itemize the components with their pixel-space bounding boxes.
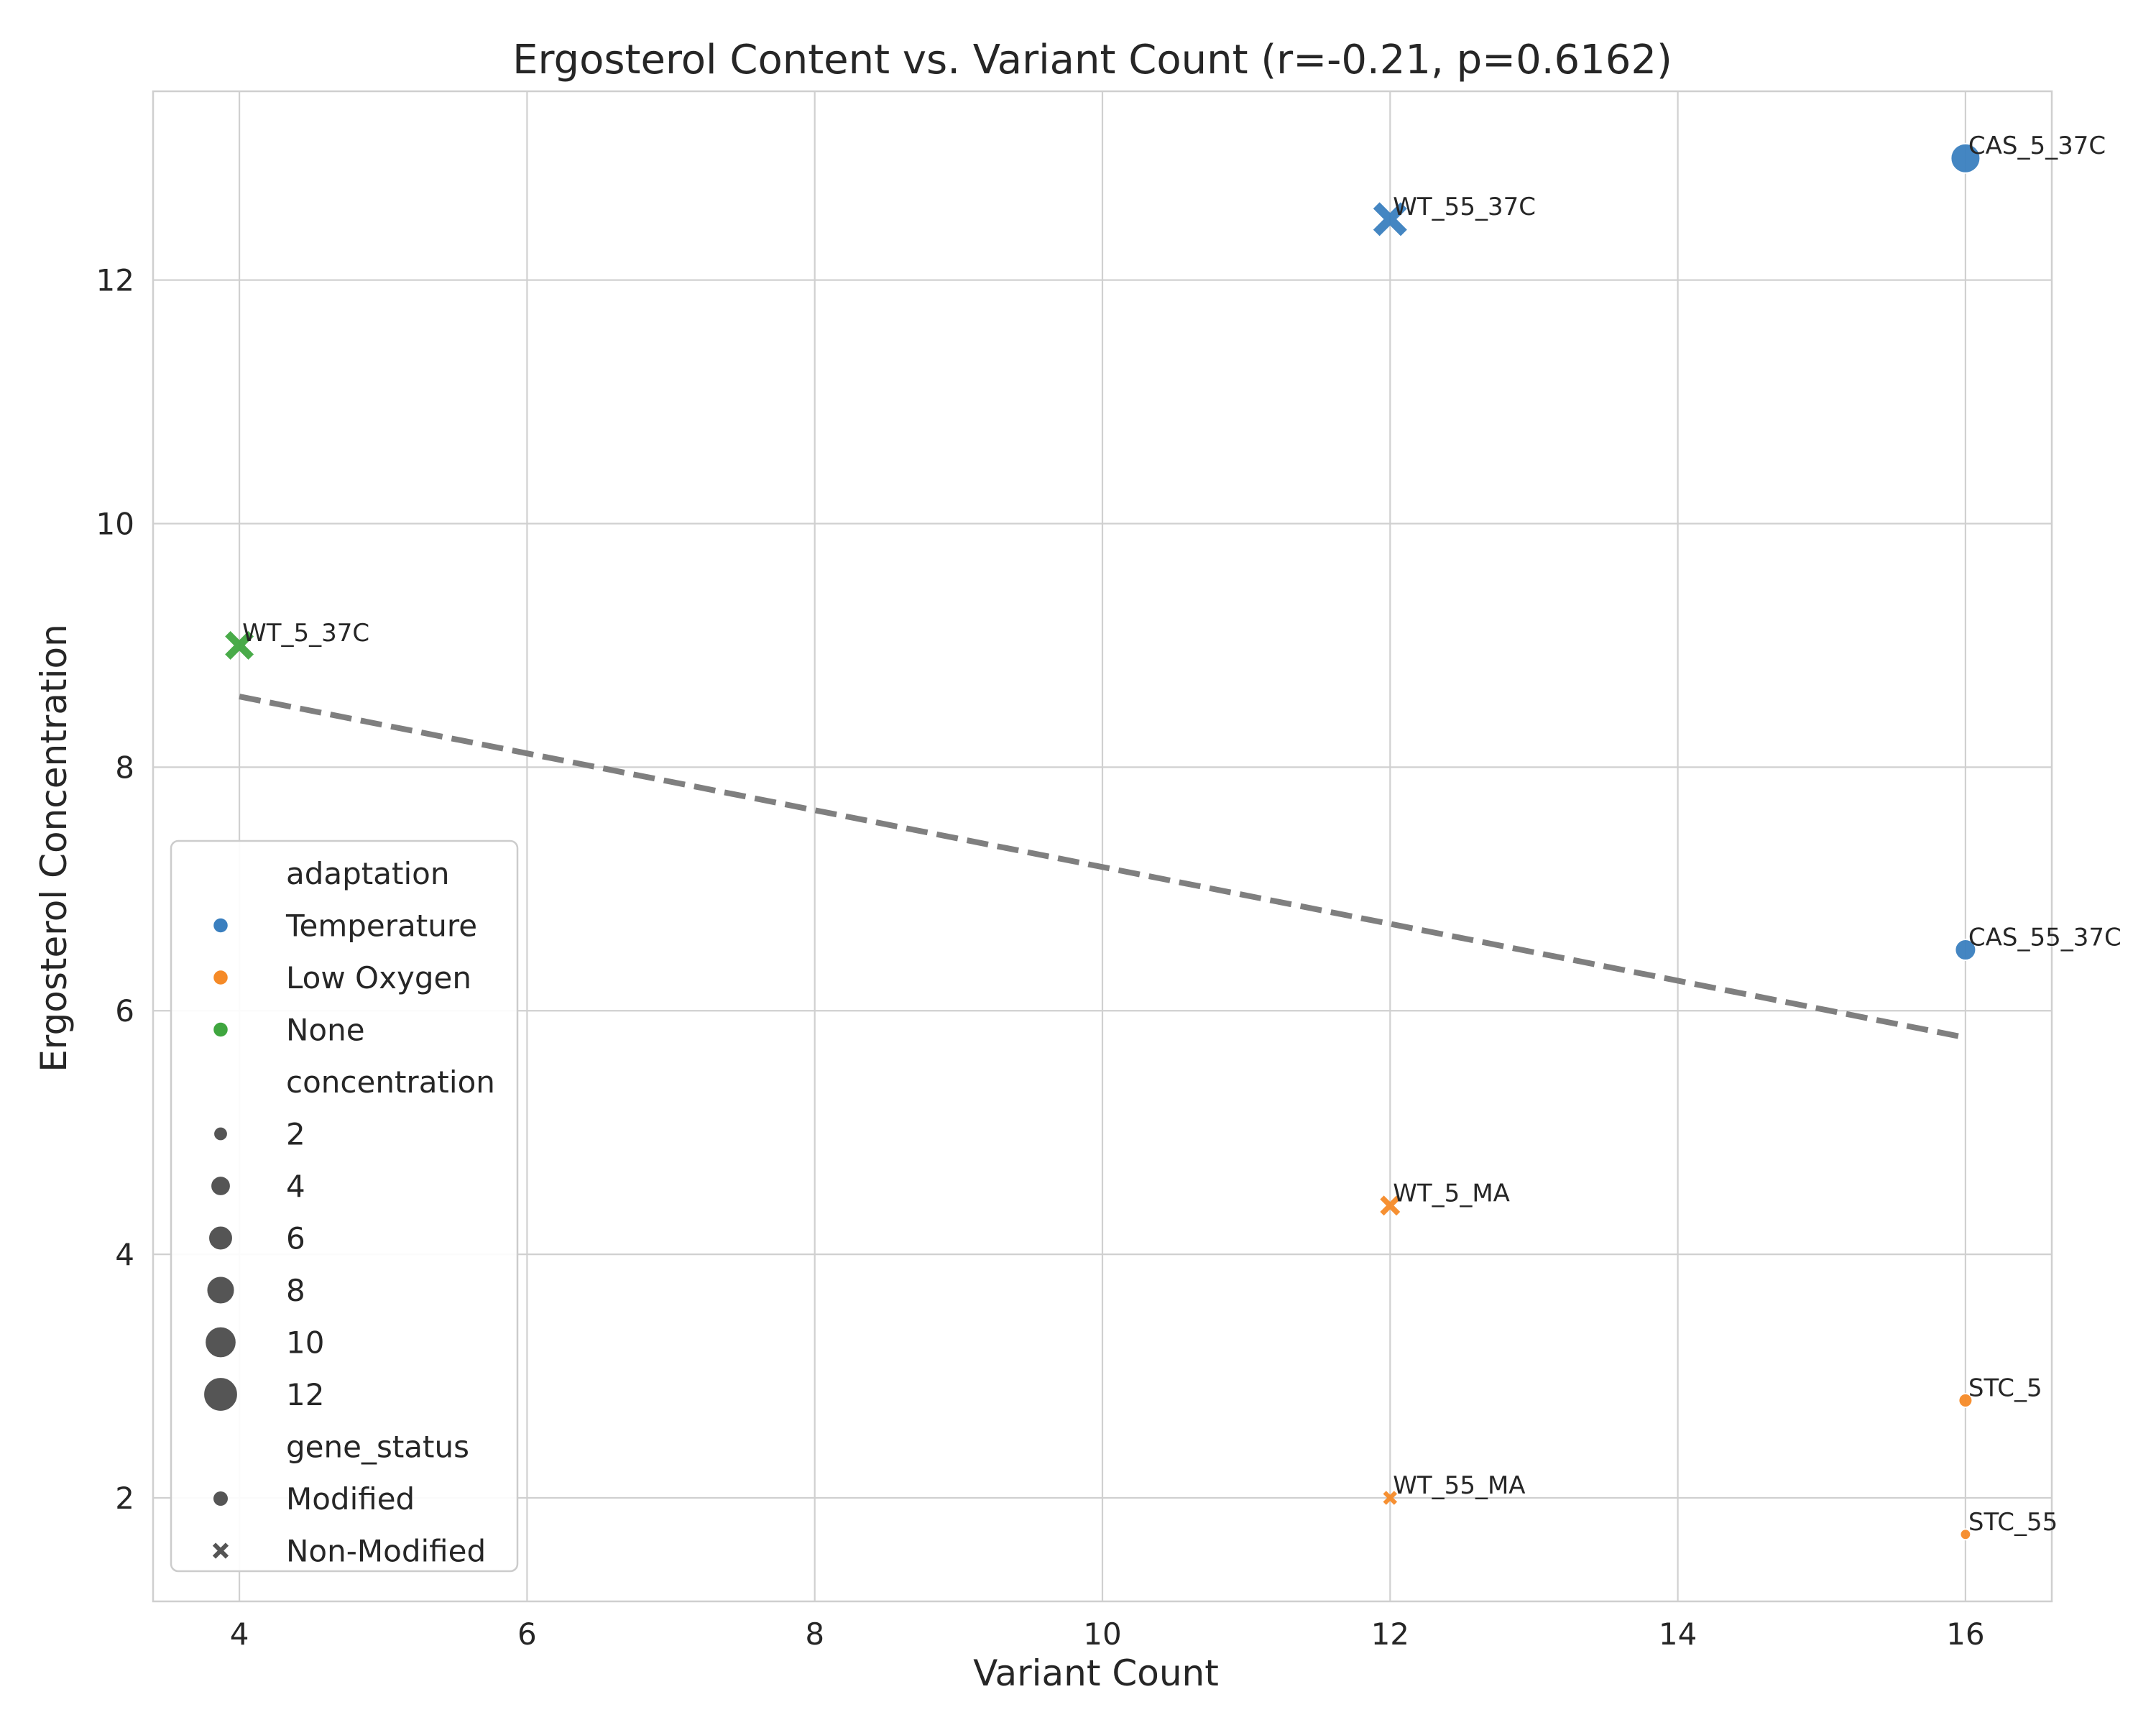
data-point-label-wt-55-ma: WT_55_MA	[1393, 1471, 1525, 1500]
x-axis-label: Variant Count	[973, 1652, 1219, 1694]
legend-label-low-oxygen: Low Oxygen	[286, 960, 471, 995]
legend-size-marker-2	[213, 1126, 229, 1141]
legend: adaptation Temperature Low Oxygen None conce…	[170, 840, 519, 1573]
x-tick-label: 8	[805, 1616, 824, 1652]
data-point-wt-5-ma	[1380, 1195, 1401, 1216]
legend-size-marker-8	[206, 1275, 236, 1305]
data-point-label-stc-5: STC_5	[1968, 1374, 2042, 1402]
legend-label-temperature: Temperature	[285, 908, 477, 944]
x-tick-label: 14	[1659, 1616, 1697, 1652]
data-point-cas-55-37c	[1954, 939, 1977, 962]
legend-size-marker-12	[203, 1376, 239, 1412]
legend-size-marker-4	[210, 1175, 231, 1197]
legend-marker-none	[212, 1021, 229, 1038]
x-tick-label: 6	[517, 1616, 537, 1652]
y-tick-label: 8	[115, 750, 134, 785]
y-tick-label: 6	[115, 993, 134, 1029]
legend-shape-label-modified: Modified	[286, 1481, 415, 1517]
data-point-wt-5-37c	[225, 630, 254, 660]
legend-size-label-4: 4	[286, 1169, 305, 1204]
legend-label-none: None	[286, 1013, 365, 1048]
legend-marker-low-oxygen	[212, 969, 229, 986]
x-tick-label: 16	[1946, 1616, 1984, 1652]
legend-gene-status-title: gene_status	[286, 1430, 469, 1465]
data-point-label-cas-5-37c: CAS_5_37C	[1968, 132, 2106, 160]
legend-concentration-title: concentration	[286, 1064, 495, 1100]
data-points	[225, 142, 1981, 1541]
legend-adaptation-title: adaptation	[286, 856, 449, 891]
chart-title: Ergosterol Content vs. Variant Count (r=…	[512, 37, 1672, 83]
data-point-stc-5	[1958, 1392, 1973, 1408]
data-point-label-wt-5-37c: WT_5_37C	[242, 619, 369, 648]
data-point-cas-5-37c	[1950, 142, 1981, 174]
x-tick-label: 10	[1083, 1616, 1121, 1652]
legend-shape-marker-non-modified	[212, 1542, 229, 1559]
y-tick-label: 4	[115, 1237, 134, 1272]
legend-size-marker-6	[208, 1225, 234, 1251]
y-tick-label: 10	[96, 506, 134, 541]
trend-line-group	[239, 694, 1966, 1041]
data-point-label-wt-55-37c: WT_55_37C	[1393, 193, 1536, 221]
legend-shape-marker-modified	[213, 1491, 228, 1506]
grid-lines	[152, 90, 2053, 1603]
y-tick-label: 12	[96, 263, 134, 298]
y-axis-label: Ergosterol Concentration	[33, 624, 75, 1072]
data-point-label-wt-5-ma: WT_5_MA	[1393, 1179, 1510, 1208]
data-point-wt-55-37c	[1373, 202, 1407, 236]
legend-size-label-8: 8	[286, 1273, 305, 1308]
trend-line	[239, 694, 1966, 1041]
data-point-stc-55	[1959, 1528, 1972, 1541]
plot-frame	[152, 90, 2053, 1603]
x-tick-label: 12	[1371, 1616, 1409, 1652]
data-point-labels: CAS_5_37C WT_55_37C WT_5_37C CAS_55_37C WT_5…	[242, 132, 2122, 1537]
legend-size-label-10: 10	[286, 1325, 324, 1361]
y-tick-label: 2	[115, 1481, 134, 1516]
data-point-wt-55-ma	[1383, 1491, 1398, 1505]
legend-box	[170, 840, 519, 1573]
axis-ticks: 4 6 8 10 12 14 16 2 4 6 8 10 12	[96, 263, 1985, 1652]
x-tick-label: 4	[230, 1616, 249, 1652]
legend-marker-temperature	[212, 917, 229, 934]
legend-shape-label-non-modified: Non-Modified	[286, 1534, 486, 1569]
legend-size-label-2: 2	[286, 1117, 305, 1152]
data-point-label-stc-55: STC_55	[1968, 1508, 2058, 1537]
data-point-label-cas-55-37c: CAS_55_37C	[1968, 924, 2122, 952]
legend-size-marker-10	[204, 1326, 237, 1358]
legend-size-label-12: 12	[286, 1377, 324, 1412]
legend-size-label-6: 6	[286, 1221, 305, 1256]
